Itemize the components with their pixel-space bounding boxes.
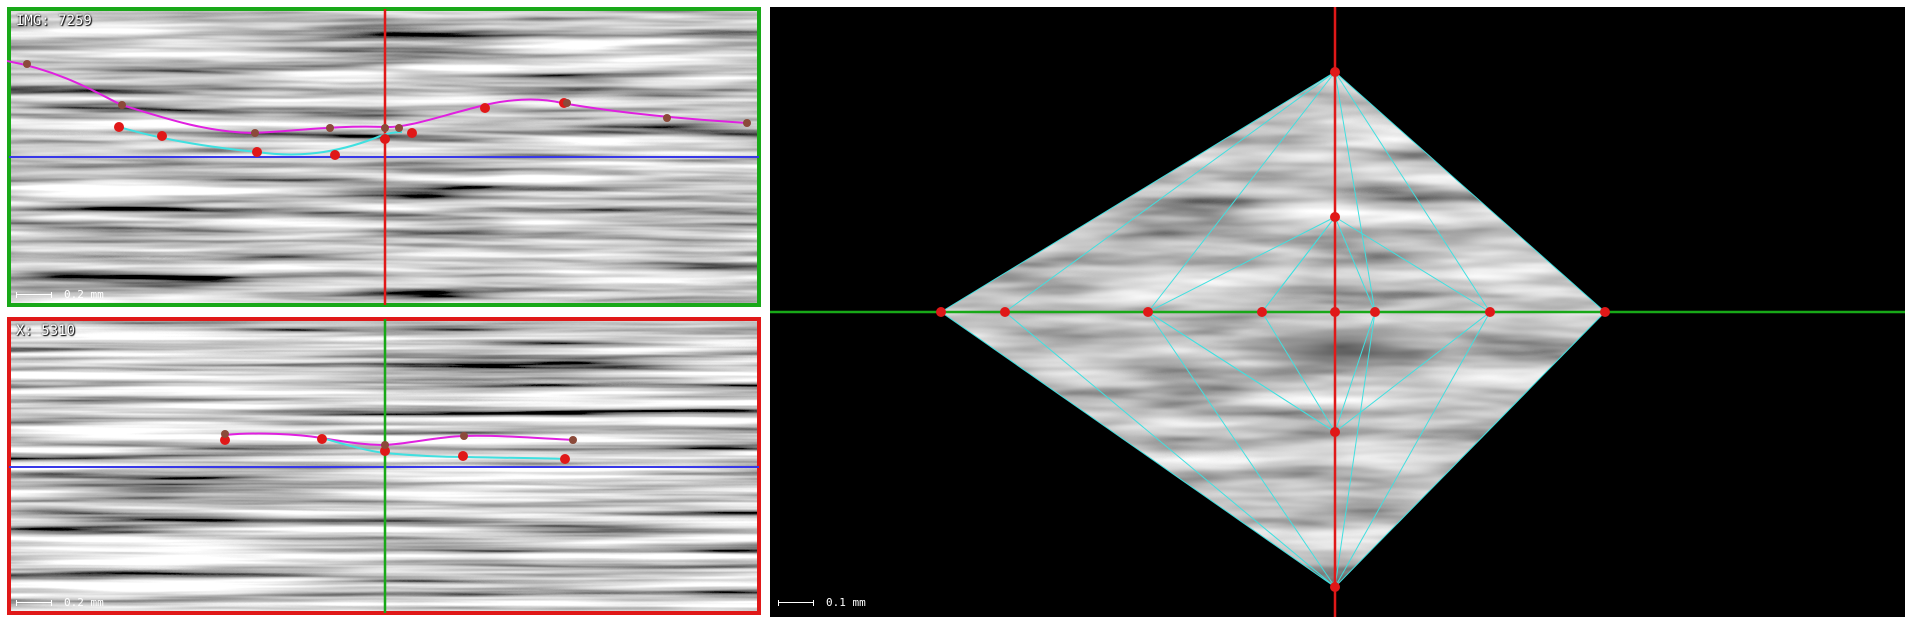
brown-point[interactable] — [563, 99, 571, 107]
scale-bar-line — [16, 599, 52, 606]
brown-point[interactable] — [23, 60, 31, 68]
brown-point[interactable] — [118, 101, 126, 109]
control-point[interactable] — [1143, 307, 1153, 317]
slice-view-top[interactable]: IMG: 7259 0.2 mm — [7, 7, 761, 307]
brown-point[interactable] — [221, 430, 229, 438]
control-point[interactable] — [114, 122, 124, 132]
control-point[interactable] — [1257, 307, 1267, 317]
view-label: X: 5310 — [16, 323, 76, 339]
control-point[interactable] — [1370, 307, 1380, 317]
scale-bar-line — [16, 291, 52, 298]
control-point[interactable] — [317, 434, 327, 444]
scale-bar-line — [778, 599, 814, 606]
brown-point[interactable] — [326, 124, 334, 132]
scale-bar-label: 0.1 mm — [826, 596, 866, 609]
brown-point[interactable] — [381, 124, 389, 132]
control-point[interactable] — [560, 454, 570, 464]
brown-point[interactable] — [663, 114, 671, 122]
control-point[interactable] — [1485, 307, 1495, 317]
control-points[interactable] — [220, 430, 577, 464]
control-point[interactable] — [157, 131, 167, 141]
brown-point[interactable] — [381, 441, 389, 449]
control-point[interactable] — [1330, 67, 1340, 77]
brown-point[interactable] — [569, 436, 577, 444]
brown-point[interactable] — [743, 119, 751, 127]
control-point[interactable] — [380, 446, 390, 456]
control-point[interactable] — [458, 451, 468, 461]
scale-bar-label: 0.2 mm — [64, 596, 104, 609]
scale-bar: 0.2 mm — [16, 596, 104, 609]
control-point[interactable] — [480, 103, 490, 113]
control-point[interactable] — [220, 435, 230, 445]
brown-point[interactable] — [395, 124, 403, 132]
control-point[interactable] — [1330, 212, 1340, 222]
scale-bar-label: 0.2 mm — [64, 288, 104, 301]
cyan-curve[interactable] — [321, 437, 566, 460]
control-point[interactable] — [1600, 307, 1610, 317]
brown-point[interactable] — [251, 129, 259, 137]
slice-canvas-bottom[interactable] — [7, 317, 761, 615]
control-point[interactable] — [1000, 307, 1010, 317]
brown-point[interactable] — [460, 432, 468, 440]
control-point[interactable] — [936, 307, 946, 317]
projection-view[interactable]: 0.1 mm — [770, 7, 1905, 617]
control-point[interactable] — [330, 150, 340, 160]
scale-bar: 0.2 mm — [16, 288, 104, 301]
control-point[interactable] — [1330, 582, 1340, 592]
view-label: IMG: 7259 — [16, 13, 92, 29]
control-points[interactable] — [936, 67, 1610, 592]
slice-canvas-top[interactable] — [7, 7, 761, 307]
control-point[interactable] — [380, 134, 390, 144]
projection-canvas[interactable] — [770, 7, 1905, 617]
control-points[interactable] — [23, 60, 751, 160]
control-point[interactable] — [1330, 307, 1340, 317]
slice-view-bottom[interactable]: X: 5310 0.2 mm — [7, 317, 761, 615]
mesh-lines — [940, 71, 1606, 588]
control-point[interactable] — [407, 128, 417, 138]
control-point[interactable] — [1330, 427, 1340, 437]
control-point[interactable] — [252, 147, 262, 157]
scale-bar: 0.1 mm — [778, 596, 866, 609]
